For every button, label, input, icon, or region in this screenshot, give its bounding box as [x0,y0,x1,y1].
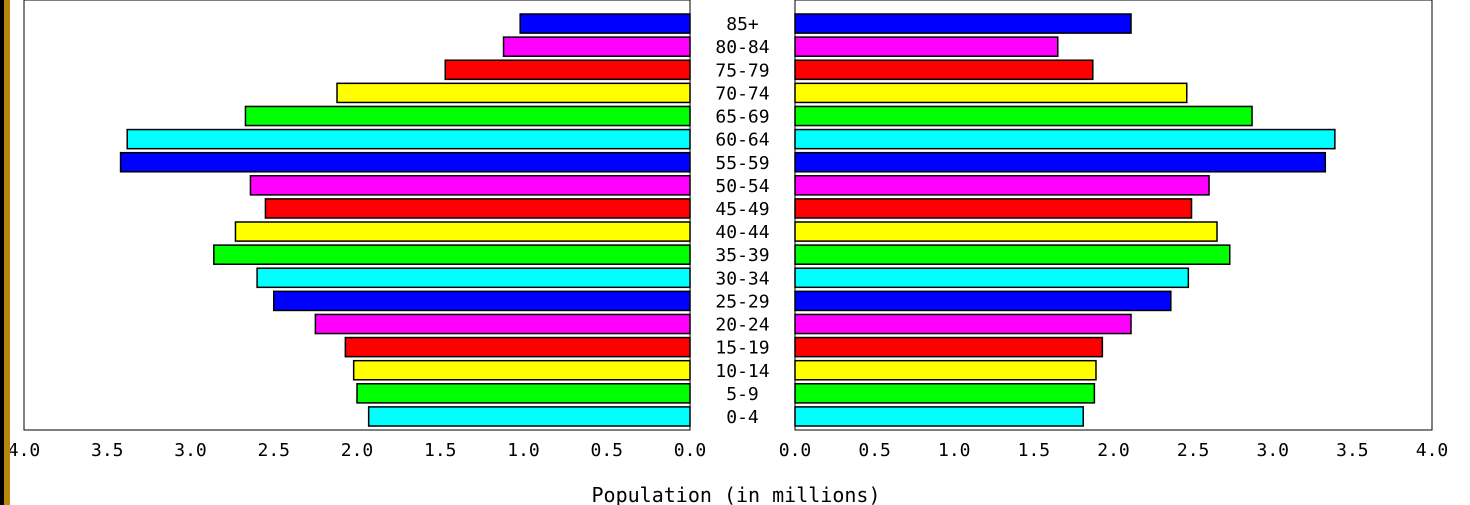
bar-right-75-79 [795,60,1093,79]
tick-right-1.5: 1.5 [1018,440,1051,461]
bar-right-80-84 [795,37,1058,56]
tick-right-3.5: 3.5 [1336,440,1369,461]
bar-right-20-24 [795,314,1131,333]
age-label-50-54: 50-54 [715,176,769,197]
age-label-20-24: 20-24 [715,315,769,336]
tick-left-2.0: 2.0 [341,440,374,461]
tick-left-3.5: 3.5 [91,440,124,461]
bar-right-30-34 [795,268,1188,287]
tick-labels: 4.0 3.5 3.0 2.5 2.0 1.5 1.0 0.5 0.0 0.0 0.5 1.0 1.5 2… [10,440,1448,461]
age-label-25-29: 25-29 [715,291,769,312]
bar-left-45-49 [265,199,690,218]
tick-left-1.5: 1.5 [424,440,457,461]
bar-left-0-4 [369,407,690,426]
tick-right-4.0: 4.0 [1416,440,1449,461]
age-label-30-34: 30-34 [715,268,769,289]
bar-right-60-64 [795,130,1335,149]
bar-right-40-44 [795,222,1217,241]
tick-left-4.0: 4.0 [10,440,40,461]
age-label-10-14: 10-14 [715,361,769,382]
bar-right-10-14 [795,361,1096,380]
bar-left-55-59 [121,153,690,172]
x-axis-label: Population (in millions) [592,483,881,505]
age-label-60-64: 60-64 [715,130,769,151]
bar-right-35-39 [795,245,1230,264]
tick-right-2.5: 2.5 [1177,440,1210,461]
age-label-35-39: 35-39 [715,245,769,266]
age-label-65-69: 65-69 [715,107,769,128]
bar-left-25-29 [274,291,690,310]
bar-right-0-4 [795,407,1083,426]
bar-left-35-39 [214,245,690,264]
bar-left-75-79 [445,60,690,79]
tick-left-1.0: 1.0 [507,440,540,461]
age-label-5-9: 5-9 [726,384,759,405]
bar-left-80-84 [504,37,690,56]
bar-right-50-54 [795,176,1209,195]
bar-left-65-69 [245,106,690,125]
bar-right-65-69 [795,106,1252,125]
bar-left-10-14 [354,361,690,380]
age-label-15-19: 15-19 [715,338,769,359]
bar-right-15-19 [795,338,1102,357]
age-label-85+: 85+ [726,14,759,35]
bar-left-70-74 [337,83,690,102]
bar-right-55-59 [795,153,1325,172]
age-label-40-44: 40-44 [715,222,769,243]
age-label-55-59: 55-59 [715,153,769,174]
bar-left-60-64 [127,130,690,149]
tick-left-2.5: 2.5 [257,440,290,461]
left-bars [121,14,690,426]
bar-right-70-74 [795,83,1187,102]
bar-left-5-9 [357,384,690,403]
age-label-0-4: 0-4 [726,407,759,428]
age-label-80-84: 80-84 [715,37,769,58]
bar-left-15-19 [345,338,690,357]
bar-left-30-34 [257,268,690,287]
bar-right-5-9 [795,384,1094,403]
tick-left-0.5: 0.5 [590,440,623,461]
age-label-75-79: 75-79 [715,60,769,81]
bar-right-85+ [795,14,1131,33]
right-bars [795,14,1335,426]
age-label-45-49: 45-49 [715,199,769,220]
age-label-70-74: 70-74 [715,83,769,104]
tick-right-0.0: 0.0 [779,440,812,461]
tick-left-3.0: 3.0 [174,440,207,461]
chart-canvas: 85+ 80-84 75-79 70-74 65-69 60-64 55-59 50-54 45… [10,0,1470,505]
tick-right-3.0: 3.0 [1256,440,1289,461]
bar-left-20-24 [315,314,690,333]
bar-left-50-54 [250,176,690,195]
bar-right-45-49 [795,199,1192,218]
tick-left-0.0: 0.0 [674,440,707,461]
tick-right-0.5: 0.5 [858,440,891,461]
bar-right-25-29 [795,291,1171,310]
tick-right-2.0: 2.0 [1097,440,1130,461]
bar-left-40-44 [235,222,690,241]
bar-left-85+ [520,14,690,33]
tick-right-1.0: 1.0 [938,440,971,461]
